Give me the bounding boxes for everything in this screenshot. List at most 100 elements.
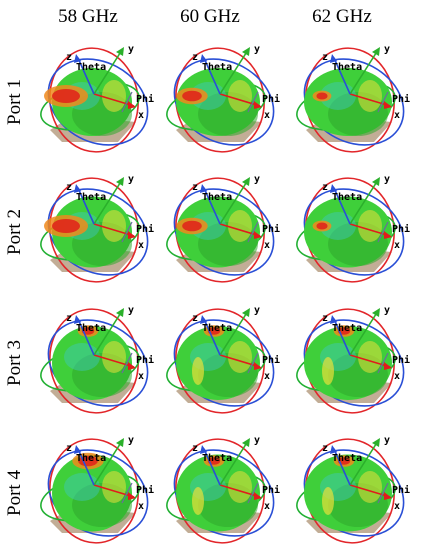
z-arrowhead xyxy=(74,315,81,324)
z-arrowhead xyxy=(200,184,207,193)
y-axis-arrow xyxy=(349,440,379,486)
phi-direction-arrow xyxy=(121,221,133,243)
y-arrowhead xyxy=(242,308,250,317)
z-arrowhead xyxy=(74,54,81,63)
gain-peak-spot xyxy=(316,92,328,100)
z-label: z xyxy=(322,443,328,454)
y-label: y xyxy=(254,174,260,185)
y-arrowhead xyxy=(116,308,124,317)
x-label: x xyxy=(264,371,270,382)
y-label: y xyxy=(384,435,390,446)
phi-direction-arrow xyxy=(377,482,389,504)
phi-label: Phi xyxy=(262,93,280,105)
x-label: x xyxy=(138,371,144,382)
x-axis-arrow xyxy=(219,223,261,237)
gain-side-lobe xyxy=(322,487,334,515)
body-mild-region xyxy=(102,80,126,112)
gain-side-lobe xyxy=(322,357,334,385)
y-axis-arrow xyxy=(219,440,249,486)
radiation-body xyxy=(52,325,132,400)
x-label: x xyxy=(394,371,400,382)
x-axis-arrow xyxy=(349,223,391,237)
theta-label: Theta xyxy=(332,453,362,464)
pattern-panel: Theta Phi x y z xyxy=(32,38,156,162)
gain-peak-spot xyxy=(316,222,328,230)
body-mild-region xyxy=(102,471,126,503)
x-arrowhead xyxy=(128,362,136,370)
phi-direction-arrow xyxy=(377,352,389,374)
x-label: x xyxy=(394,240,400,251)
x-label: x xyxy=(264,501,270,512)
x-arrowhead xyxy=(384,492,392,500)
y-arrowhead xyxy=(372,438,380,447)
theta-label: Theta xyxy=(332,323,362,334)
phi-label: Phi xyxy=(392,93,410,105)
x-axis-arrow xyxy=(219,354,261,368)
x-axis-arrow xyxy=(93,223,135,237)
row-label-port-3: Port 3 xyxy=(4,340,25,386)
x-axis-arrow xyxy=(93,484,135,498)
pattern-panel: Theta Phi x y z xyxy=(288,168,412,292)
row-label-port-1: Port 1 xyxy=(4,79,25,125)
phi-ring xyxy=(303,188,405,276)
phi-label: Phi xyxy=(262,354,280,366)
radiation-body xyxy=(176,196,260,268)
y-axis-arrow xyxy=(219,310,249,356)
phi-label: Phi xyxy=(392,484,410,496)
z-axis-arrow xyxy=(333,187,351,225)
x-arrowhead xyxy=(128,492,136,500)
x-arrowhead xyxy=(254,231,262,239)
gain-peak-spot xyxy=(78,455,98,467)
z-axis-arrow xyxy=(77,57,95,95)
x-axis-arrow xyxy=(349,484,391,498)
y-arrowhead xyxy=(372,47,380,56)
phi-direction-arrow xyxy=(121,352,133,374)
body-mild-region xyxy=(228,341,252,373)
phi-ring xyxy=(47,319,149,407)
z-label: z xyxy=(66,443,72,454)
x-arrowhead xyxy=(128,101,136,109)
gain-peak-spot xyxy=(52,89,80,103)
row-label-port-2: Port 2 xyxy=(4,209,25,255)
pattern-panel: Theta Phi x y z xyxy=(158,429,282,553)
radiation-body xyxy=(176,68,260,136)
pattern-panel: Theta Phi x y z xyxy=(32,299,156,423)
body-mild-region xyxy=(102,210,126,242)
radiation-body xyxy=(304,68,392,136)
pattern-panel: Theta Phi x y z xyxy=(158,38,282,162)
x-axis-arrow xyxy=(349,93,391,107)
z-axis-arrow xyxy=(203,448,221,486)
x-axis-arrow xyxy=(219,93,261,107)
pattern-panel: Theta Phi x y z xyxy=(32,168,156,292)
phi-direction-arrow xyxy=(247,482,259,504)
z-arrowhead xyxy=(200,54,207,63)
y-arrowhead xyxy=(372,308,380,317)
radiation-body xyxy=(44,196,132,268)
gain-side-lobe xyxy=(192,357,204,385)
gain-side-lobe xyxy=(192,487,204,515)
z-arrowhead xyxy=(74,445,81,454)
x-arrowhead xyxy=(254,492,262,500)
z-arrowhead xyxy=(330,445,337,454)
phi-direction-arrow xyxy=(247,221,259,243)
y-label: y xyxy=(384,174,390,185)
x-arrowhead xyxy=(254,362,262,370)
z-axis-arrow xyxy=(77,448,95,486)
y-arrowhead xyxy=(242,47,250,56)
x-arrowhead xyxy=(384,101,392,109)
theta-label: Theta xyxy=(332,192,362,203)
y-axis-arrow xyxy=(93,179,123,225)
body-mild-region xyxy=(358,210,382,242)
z-axis-arrow xyxy=(77,318,95,356)
phi-ring xyxy=(303,58,405,146)
z-label: z xyxy=(66,313,72,324)
radiation-body xyxy=(176,454,260,532)
z-axis-arrow xyxy=(333,318,351,356)
body-cool-region xyxy=(64,343,100,371)
pattern-panel: Theta Phi x y z xyxy=(158,299,282,423)
radiation-body xyxy=(44,68,132,136)
z-axis-arrow xyxy=(203,187,221,225)
y-arrowhead xyxy=(372,177,380,186)
y-axis-arrow xyxy=(349,310,379,356)
y-label: y xyxy=(128,435,134,446)
